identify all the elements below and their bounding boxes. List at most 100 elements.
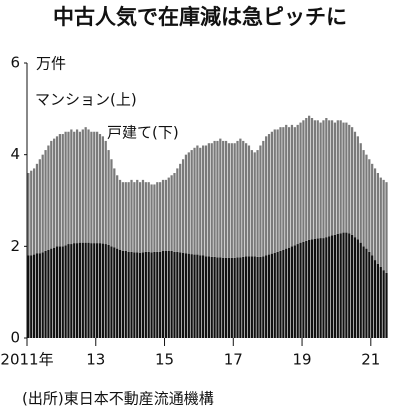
- bar-segment: [190, 150, 193, 255]
- bar-segment: [313, 120, 316, 239]
- source: (出所)東日本不動産流通機構: [22, 390, 214, 408]
- bar-segment: [138, 182, 142, 253]
- bar-segment: [67, 244, 70, 338]
- bar-segment: [196, 254, 199, 338]
- bar-segment: [150, 184, 153, 253]
- bar-segment: [296, 124, 299, 245]
- bar-segment: [296, 244, 299, 338]
- bar-segment: [345, 122, 348, 233]
- bar-segment: [253, 256, 256, 338]
- bar-segment: [96, 131, 99, 244]
- x-tick-label: 13: [86, 351, 105, 369]
- bar-segment: [202, 145, 205, 256]
- bar-segment: [287, 247, 291, 338]
- bar-segment: [27, 173, 30, 256]
- bar-segment: [144, 182, 147, 252]
- y-tick-label: 6: [10, 54, 20, 72]
- bar-segment: [190, 254, 193, 338]
- bar-segment: [98, 134, 102, 244]
- bar-segment: [222, 140, 225, 258]
- bar-segment: [124, 250, 127, 338]
- bar-segment: [359, 143, 362, 243]
- bar-segment: [167, 250, 170, 338]
- y-tick-label: 4: [10, 145, 20, 163]
- bar-segment: [227, 143, 231, 258]
- bar-segment: [184, 253, 188, 338]
- bar-segment: [118, 179, 122, 250]
- bar-segment: [325, 118, 328, 238]
- bar-segment: [101, 136, 104, 244]
- bar-segment: [90, 131, 93, 244]
- bar-segment: [262, 256, 265, 338]
- bar-segment: [279, 250, 282, 338]
- bar-segment: [136, 179, 139, 253]
- bar-segment: [353, 131, 357, 238]
- bar-segment: [204, 256, 208, 338]
- bar-segment: [127, 182, 130, 252]
- bar-segment: [371, 163, 374, 256]
- bar-segment: [136, 252, 139, 338]
- bar-segment: [365, 248, 368, 338]
- bar-segment: [50, 140, 53, 249]
- bar-segment: [207, 143, 210, 257]
- bar-segment: [161, 250, 165, 338]
- bar-segment: [141, 252, 145, 338]
- bar-segment: [342, 232, 345, 338]
- bar-segment: [276, 129, 279, 252]
- bar-segment: [259, 145, 262, 257]
- bar-segment: [244, 143, 248, 257]
- bar-segment: [41, 154, 44, 253]
- bar-segment: [179, 252, 182, 338]
- bar-segment: [359, 242, 362, 338]
- bar-segment: [250, 150, 253, 257]
- bar-segment: [330, 120, 334, 236]
- bar-segment: [75, 243, 79, 338]
- bar-segment: [156, 182, 159, 252]
- bar-segment: [259, 256, 262, 338]
- bar-segment: [385, 272, 388, 338]
- bar-segment: [368, 251, 371, 338]
- bar-segment: [265, 255, 268, 338]
- bar-segment: [67, 131, 70, 245]
- chart-title: 中古人気で在庫減は急ピッチに: [53, 5, 347, 29]
- bar-segment: [336, 120, 339, 234]
- bar-segment: [213, 256, 216, 338]
- bar-segment: [293, 127, 296, 246]
- bar-segment: [333, 234, 337, 338]
- bar-segment: [35, 163, 39, 254]
- bar-segment: [32, 254, 36, 338]
- bar-segment: [322, 238, 325, 338]
- x-tick-label: 2011年: [0, 351, 53, 369]
- bar-segment: [222, 257, 225, 338]
- bar-segment: [227, 257, 231, 338]
- bar-segment: [256, 256, 259, 338]
- bar-segment: [133, 252, 136, 338]
- bar-segment: [373, 260, 377, 338]
- bar-segment: [365, 154, 368, 249]
- bar-segment: [368, 159, 371, 252]
- bar-segment: [236, 257, 239, 338]
- y-tick-label: 2: [10, 237, 20, 255]
- bar-segment: [319, 122, 322, 239]
- bar-segment: [164, 179, 168, 251]
- bar-segment: [376, 173, 380, 264]
- bar-segment: [164, 250, 168, 338]
- bar-segment: [84, 242, 87, 338]
- bar-segment: [342, 122, 345, 233]
- bar-segment: [293, 245, 296, 338]
- bar-segment: [270, 131, 274, 254]
- bar-segment: [267, 134, 271, 255]
- bar-segment: [256, 150, 259, 257]
- x-tick-label: 15: [155, 351, 174, 369]
- bar-segment: [30, 170, 33, 256]
- bar-segment: [55, 136, 59, 247]
- bar-segment: [339, 120, 342, 234]
- series-label: マンション(上): [35, 91, 137, 109]
- bar-segment: [121, 250, 125, 338]
- bar-segment: [116, 248, 119, 338]
- bar-segment: [153, 184, 156, 252]
- bar-segment: [287, 127, 291, 248]
- bar-segment: [362, 246, 365, 338]
- bar-segment: [351, 234, 354, 338]
- bar-segment: [244, 256, 248, 338]
